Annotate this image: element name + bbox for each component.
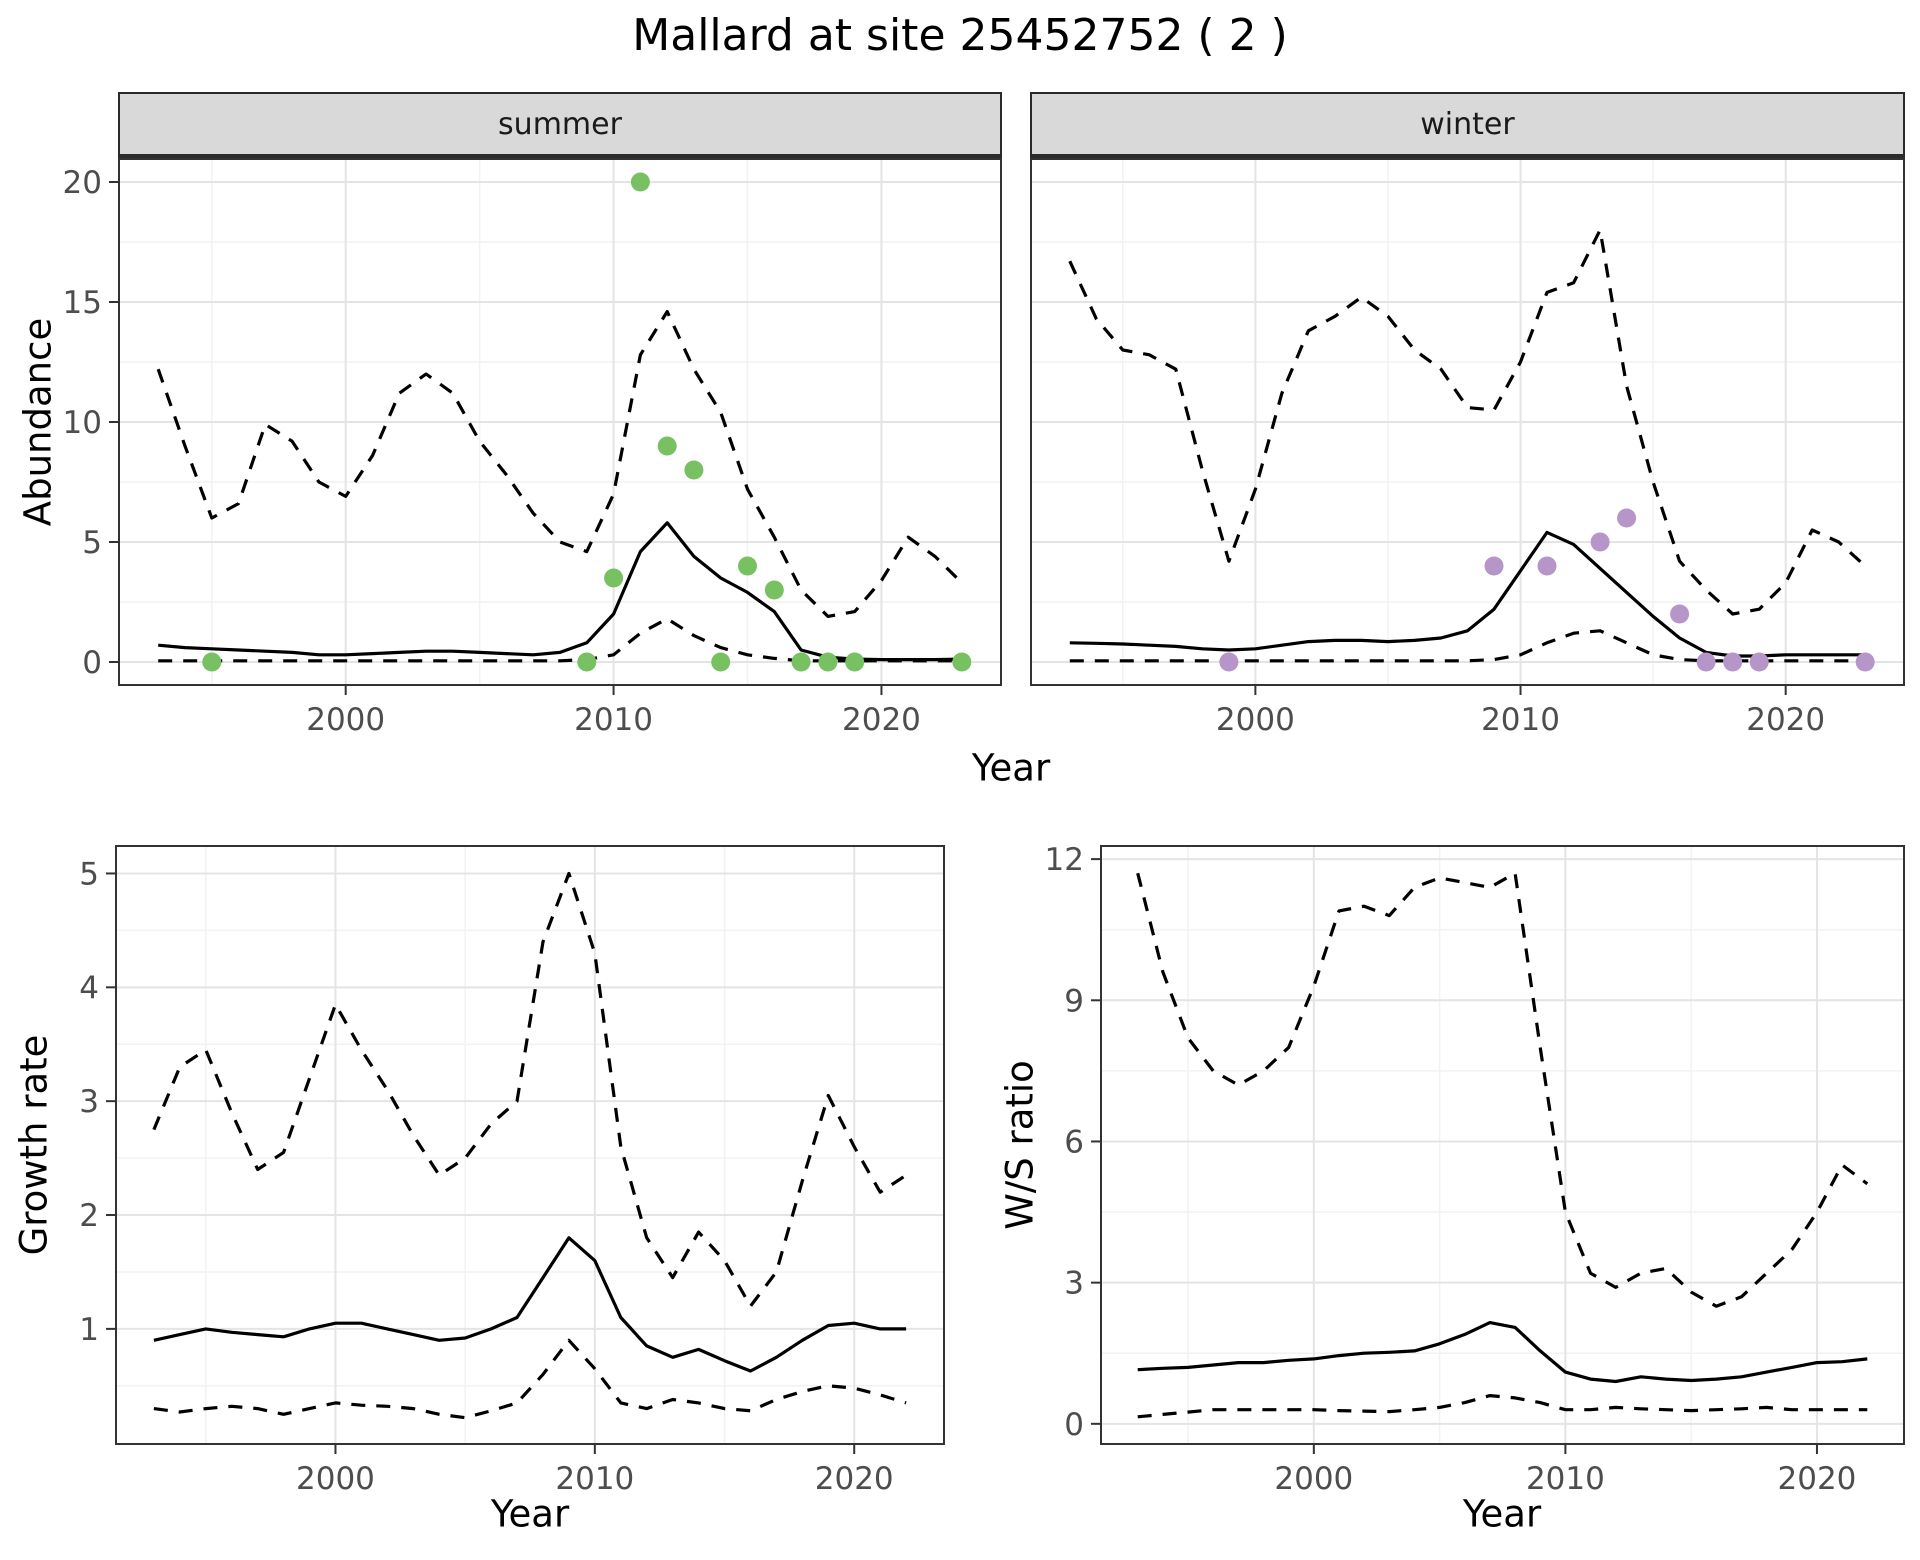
facet-strip-winter: winter [1030, 92, 1905, 158]
upper-ci-line [156, 310, 963, 618]
x-tick-label: 2000 [1216, 702, 1295, 738]
data-point [818, 652, 838, 672]
lower-ci-line [1069, 629, 1866, 663]
data-point [1617, 508, 1637, 528]
facet-strip-summer: summer [118, 92, 1002, 158]
y-tick-label: 5 [82, 525, 102, 561]
data-point [1670, 604, 1690, 624]
ws-ratio-plot: 2000 2010 2020 0 3 6 9 12 [1045, 842, 1905, 1497]
x-tick-label: 2010 [1481, 702, 1560, 738]
y-tick-label: 0 [1064, 1407, 1084, 1443]
y-tick-label: 0 [82, 645, 102, 681]
data-point [630, 172, 650, 192]
data-point [845, 652, 865, 672]
growth-rate-axis-label: Growth rate [12, 1034, 56, 1256]
lower-ci-line [1137, 1394, 1868, 1419]
abundance-summer-plot: 2000 2010 2020 0 5 10 15 20 [63, 158, 1002, 738]
bottom-left-year-axis-label: Year [490, 1492, 570, 1536]
panel-background [115, 845, 945, 1445]
lower-ci-line [153, 1338, 907, 1420]
growth-rate-plot: 2000 2010 2020 1 2 3 4 5 [79, 845, 945, 1497]
upper-ci-line [152, 871, 907, 1308]
data-point [1723, 652, 1743, 672]
facet-strip-winter-label: winter [1420, 106, 1515, 142]
upper-ci-line [1068, 228, 1867, 616]
data-point [1696, 652, 1716, 672]
data-point [1855, 652, 1875, 672]
data-point [952, 652, 972, 672]
y-tick-label: 1 [79, 1312, 99, 1348]
y-tick-label: 9 [1064, 983, 1084, 1019]
data-point [604, 568, 624, 588]
x-tick-label: 2010 [1526, 1461, 1605, 1497]
x-tick-label: 2000 [306, 702, 385, 738]
x-tick-label: 2020 [842, 702, 921, 738]
data-point [577, 652, 597, 672]
data-point [1590, 532, 1610, 552]
panel-border [1100, 845, 1905, 1445]
x-tick-label: 2020 [1778, 1461, 1857, 1497]
x-tick-label: 2020 [1746, 702, 1825, 738]
x-tick-label: 2010 [555, 1461, 634, 1497]
abundance-winter-plot: 2000 2010 2020 [1030, 158, 1905, 738]
fit-line [153, 1236, 907, 1373]
panel-border [118, 158, 1002, 686]
lower-ci-line [158, 617, 962, 663]
ws-ratio-axis-label: W/S ratio [998, 1060, 1042, 1230]
y-tick-label: 5 [79, 856, 99, 892]
y-tick-label: 3 [79, 1084, 99, 1120]
facet-strip-summer-label: summer [498, 106, 622, 142]
data-point [684, 460, 704, 480]
x-tick-label: 2020 [815, 1461, 894, 1497]
y-tick-label: 4 [79, 970, 99, 1006]
data-point [1219, 652, 1239, 672]
y-tick-label: 10 [63, 405, 102, 441]
data-point [711, 652, 731, 672]
data-point [202, 652, 222, 672]
y-tick-label: 12 [1045, 842, 1084, 878]
y-tick-label: 15 [63, 285, 102, 321]
panel-background [1100, 845, 1905, 1445]
data-point [791, 652, 811, 672]
bottom-right-year-axis-label: Year [1462, 1492, 1542, 1536]
x-tick-label: 2000 [296, 1461, 375, 1497]
panel-border [115, 845, 945, 1445]
data-point [764, 580, 784, 600]
data-point [1537, 556, 1557, 576]
data-point [657, 436, 677, 456]
abundance-axis-label: Abundance [16, 317, 60, 527]
x-tick-label: 2010 [574, 702, 653, 738]
panel-border [1030, 158, 1905, 686]
y-tick-label: 3 [1064, 1266, 1084, 1302]
data-point [738, 556, 757, 576]
data-point [1484, 556, 1504, 576]
upper-ci-line [1136, 871, 1869, 1308]
top-year-axis-label: Year [971, 746, 1051, 790]
y-tick-label: 20 [63, 165, 102, 201]
y-tick-label: 6 [1064, 1124, 1084, 1160]
y-tick-label: 2 [79, 1198, 99, 1234]
data-point [1749, 652, 1769, 672]
x-tick-label: 2000 [1274, 1461, 1353, 1497]
page-title: Mallard at site 25452752 ( 2 ) [632, 10, 1288, 61]
fit-line [1137, 1321, 1868, 1384]
